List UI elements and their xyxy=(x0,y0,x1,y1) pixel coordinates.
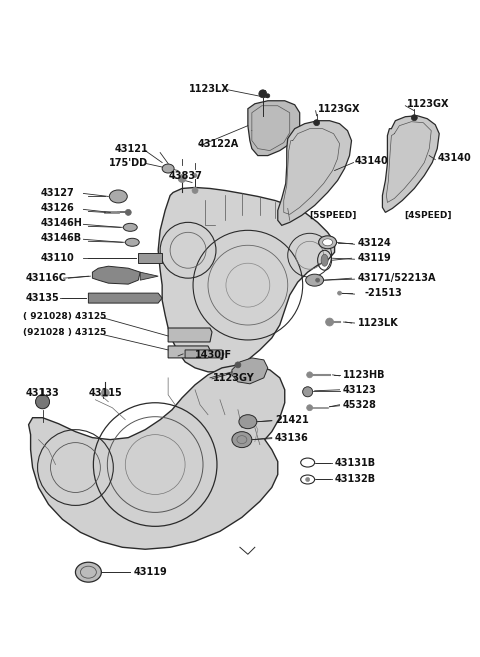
Text: 43123: 43123 xyxy=(343,385,376,395)
Circle shape xyxy=(325,318,334,326)
Text: 43127: 43127 xyxy=(41,189,74,198)
Ellipse shape xyxy=(306,274,324,286)
Ellipse shape xyxy=(123,223,137,231)
Text: 175'DD: 175'DD xyxy=(109,158,148,168)
Circle shape xyxy=(316,278,320,282)
Text: 43122A: 43122A xyxy=(198,139,240,148)
Text: 1123GX: 1123GX xyxy=(318,104,360,114)
Circle shape xyxy=(306,478,310,482)
Text: 43124: 43124 xyxy=(358,238,391,248)
Text: 43119: 43119 xyxy=(358,253,391,263)
Circle shape xyxy=(266,94,270,98)
Polygon shape xyxy=(232,358,268,384)
Text: 1123HB: 1123HB xyxy=(343,370,385,380)
Polygon shape xyxy=(88,293,162,303)
Ellipse shape xyxy=(239,415,257,428)
Ellipse shape xyxy=(321,254,328,266)
Text: 1123GX: 1123GX xyxy=(408,99,450,109)
Ellipse shape xyxy=(323,238,333,246)
Polygon shape xyxy=(158,187,335,372)
Polygon shape xyxy=(278,121,351,225)
Circle shape xyxy=(303,387,312,397)
Circle shape xyxy=(125,210,131,215)
Text: 43131B: 43131B xyxy=(335,457,376,468)
Text: 43132B: 43132B xyxy=(335,474,376,484)
Text: 1123LX: 1123LX xyxy=(189,84,230,94)
Text: 43146H: 43146H xyxy=(41,218,83,229)
Polygon shape xyxy=(248,101,300,156)
Text: 43146B: 43146B xyxy=(41,233,82,243)
Ellipse shape xyxy=(125,238,139,246)
Circle shape xyxy=(411,115,417,121)
Polygon shape xyxy=(168,328,212,342)
Polygon shape xyxy=(138,253,162,263)
Text: 45328: 45328 xyxy=(343,399,376,410)
Polygon shape xyxy=(92,266,140,284)
Circle shape xyxy=(313,120,320,125)
Polygon shape xyxy=(383,116,439,212)
Text: 43136: 43136 xyxy=(275,433,309,443)
Text: (921028 ) 43125: (921028 ) 43125 xyxy=(23,328,106,338)
Text: 43110: 43110 xyxy=(41,253,74,263)
Circle shape xyxy=(178,175,186,183)
Circle shape xyxy=(259,90,267,98)
Circle shape xyxy=(36,395,49,409)
Ellipse shape xyxy=(109,190,127,203)
Polygon shape xyxy=(168,346,210,358)
Text: 43126: 43126 xyxy=(41,204,74,214)
Text: 1123LK: 1123LK xyxy=(358,318,398,328)
Circle shape xyxy=(307,405,312,411)
Text: -21513: -21513 xyxy=(364,288,402,298)
Text: 43133: 43133 xyxy=(25,388,60,397)
Ellipse shape xyxy=(162,164,174,173)
Text: 1123GY: 1123GY xyxy=(213,373,255,383)
Ellipse shape xyxy=(232,432,252,447)
Text: 43837: 43837 xyxy=(168,171,202,181)
Text: 1430JF: 1430JF xyxy=(195,350,232,360)
Polygon shape xyxy=(140,272,158,280)
Polygon shape xyxy=(185,350,224,358)
Text: 43171/52213A: 43171/52213A xyxy=(358,273,436,283)
Text: 43119: 43119 xyxy=(133,567,167,578)
Ellipse shape xyxy=(75,562,101,582)
Circle shape xyxy=(192,187,198,193)
Text: 21421: 21421 xyxy=(275,415,309,424)
Circle shape xyxy=(307,372,312,378)
Text: 43116C: 43116C xyxy=(25,273,67,283)
Text: 43135: 43135 xyxy=(25,293,60,303)
Text: [5SPEED]: [5SPEED] xyxy=(310,211,357,220)
Text: 43140: 43140 xyxy=(437,152,471,162)
Circle shape xyxy=(193,173,197,177)
Ellipse shape xyxy=(319,236,336,249)
Text: 43121: 43121 xyxy=(114,144,148,154)
Text: 43140: 43140 xyxy=(355,156,388,166)
Circle shape xyxy=(337,291,342,295)
Polygon shape xyxy=(29,365,285,549)
Circle shape xyxy=(235,362,241,368)
Text: ( 921028) 43125: ( 921028) 43125 xyxy=(23,311,106,321)
Circle shape xyxy=(101,389,109,397)
Text: [4SPEED]: [4SPEED] xyxy=(404,211,452,220)
Text: 43115: 43115 xyxy=(88,388,122,397)
